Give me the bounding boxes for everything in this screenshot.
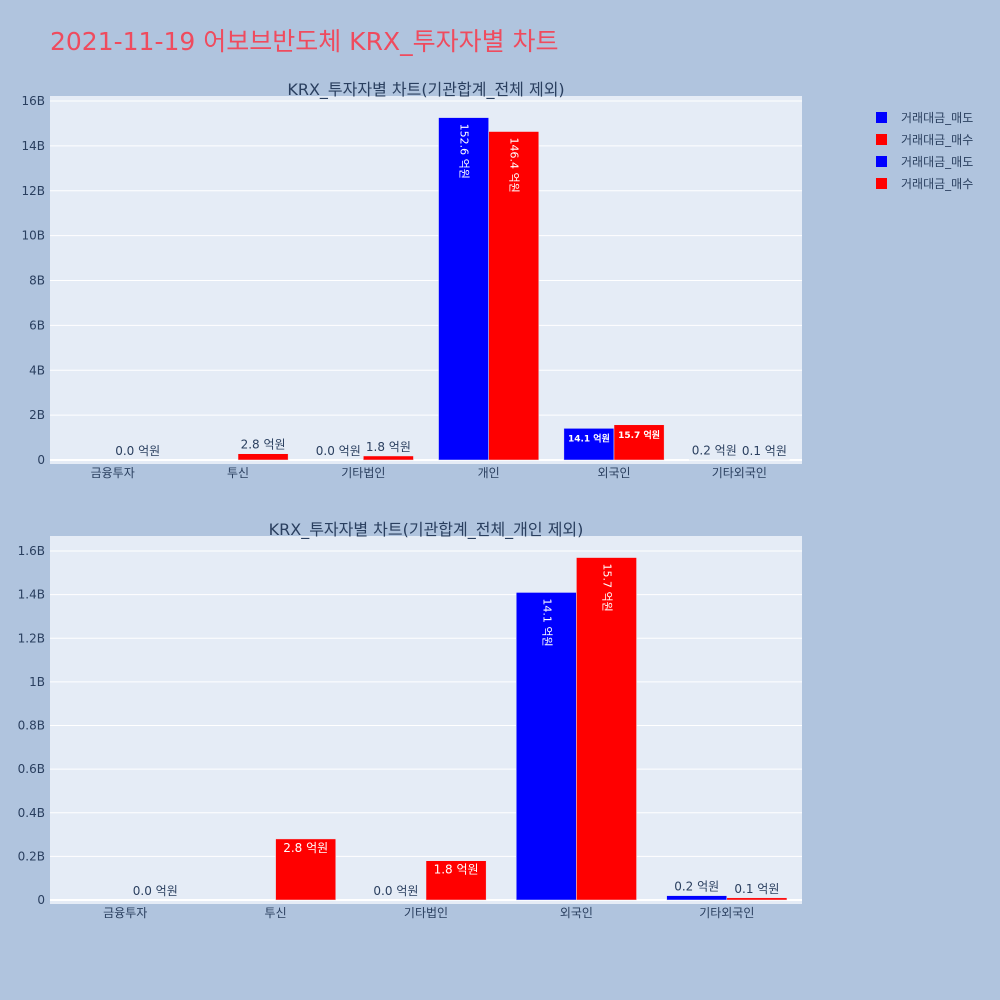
- bar: [576, 557, 637, 901]
- x-tick-label: 기타법인: [341, 466, 385, 480]
- y-tick-label: 16B: [21, 94, 45, 108]
- chart-title: KRX_투자자별 차트(기관합계_전체_개인 제외): [269, 520, 584, 540]
- x-tick-label: 투신: [265, 906, 287, 920]
- data-label: 0.0 억원: [115, 444, 160, 458]
- bar: [613, 424, 665, 461]
- x-tick-label: 기타외국인: [712, 466, 767, 480]
- y-tick-label: 1.6B: [18, 544, 45, 558]
- chart-title: KRX_투자자별 차트(기관합계_전체 제외): [287, 80, 564, 100]
- data-label: 15.7 억원: [618, 429, 660, 441]
- data-label: 146.4 억원: [508, 138, 521, 193]
- y-tick-label: 10B: [21, 229, 45, 243]
- y-tick-label: 0.2B: [18, 849, 45, 863]
- legend-swatch: [876, 133, 887, 145]
- legend-label: 거래대금_매도: [901, 154, 974, 169]
- x-tick-label: 금융투자: [91, 466, 135, 480]
- data-label: 14.1 억원: [568, 432, 610, 444]
- chart-1-group: 0 2B 4B 6B 8B 10B 12B 14B 16B KRX_투자자별 차트(기관합계_전체…: [21, 80, 802, 480]
- data-label: 1.8 억원: [366, 440, 411, 454]
- legend-label: 거래대금_매수: [901, 132, 974, 147]
- data-label: 15.7 억원: [600, 564, 613, 612]
- data-label: 2.8 억원: [283, 841, 328, 855]
- data-label: 0.2 억원: [692, 444, 737, 458]
- legend-item[interactable]: 거래대금_매수: [876, 128, 973, 150]
- x-tick-label: 외국인: [560, 906, 593, 920]
- x-tick-label: 외국인: [597, 466, 630, 480]
- bar: [275, 838, 337, 901]
- legend-swatch: [876, 111, 887, 123]
- legend-label: 거래대금_매도: [901, 110, 974, 125]
- data-label: 0.0 억원: [373, 884, 418, 898]
- y-tick-label: 2B: [29, 408, 45, 422]
- legend-item[interactable]: 거래대금_매도: [876, 106, 973, 128]
- bar: [563, 428, 615, 461]
- bar: [363, 455, 414, 461]
- legend-swatch: [876, 155, 887, 167]
- page-title: 2021-11-19 어보브반도체 KRX_투자자별 차트: [50, 27, 559, 56]
- y-tick-label: 8B: [29, 274, 45, 288]
- bar: [515, 592, 577, 901]
- x-tick-label: 투신: [227, 466, 249, 480]
- data-label: 0.1 억원: [734, 882, 779, 896]
- bar: [425, 860, 487, 901]
- y-tick-label: 0: [37, 453, 45, 467]
- plot-background: [50, 536, 802, 904]
- x-tick-label: 금융투자: [103, 906, 147, 920]
- data-label: 0.2 억원: [674, 880, 719, 894]
- y-tick-label: 1.4B: [18, 588, 45, 602]
- x-tick-label: 기타법인: [404, 906, 448, 920]
- bar: [726, 897, 788, 901]
- y-tick-label: 4B: [29, 363, 45, 377]
- bar: [666, 895, 728, 901]
- legend-swatch: [876, 177, 887, 189]
- bar: [438, 117, 489, 461]
- data-label: 0.0 억원: [316, 444, 361, 458]
- x-tick-label: 개인: [478, 466, 500, 480]
- y-tick-label: 0.8B: [18, 719, 45, 733]
- legend-label: 거래대금_매수: [901, 176, 974, 191]
- data-label: 0.0 억원: [133, 884, 178, 898]
- data-label: 1.8 억원: [434, 863, 479, 877]
- legend-item[interactable]: 거래대금_매수: [876, 172, 973, 194]
- y-tick-label: 1.2B: [18, 631, 45, 645]
- x-tick-label: 기타외국인: [699, 906, 754, 920]
- y-tick-label: 0: [37, 893, 45, 907]
- bar: [488, 131, 540, 461]
- chart-2-group: 0 0.2B 0.4B 0.6B 0.8B 1B 1.2B 1.4B 1.6B KRX_투자자별 …: [18, 520, 802, 920]
- y-tick-label: 0.4B: [18, 806, 45, 820]
- y-tick-label: 1B: [29, 675, 45, 689]
- y-tick-label: 0.6B: [18, 762, 45, 776]
- data-label: 0.1 억원: [742, 444, 787, 458]
- data-label: 14.1 억원: [540, 598, 553, 646]
- y-tick-label: 14B: [21, 139, 45, 153]
- data-label: 152.6 억원: [458, 124, 471, 179]
- y-tick-label: 6B: [29, 318, 45, 332]
- y-tick-label: 12B: [21, 184, 45, 198]
- legend[interactable]: 거래대금_매도 거래대금_매수 거래대금_매도 거래대금_매수: [876, 106, 973, 194]
- bar: [237, 453, 289, 461]
- data-label: 2.8 억원: [241, 438, 286, 452]
- legend-item[interactable]: 거래대금_매도: [876, 150, 973, 172]
